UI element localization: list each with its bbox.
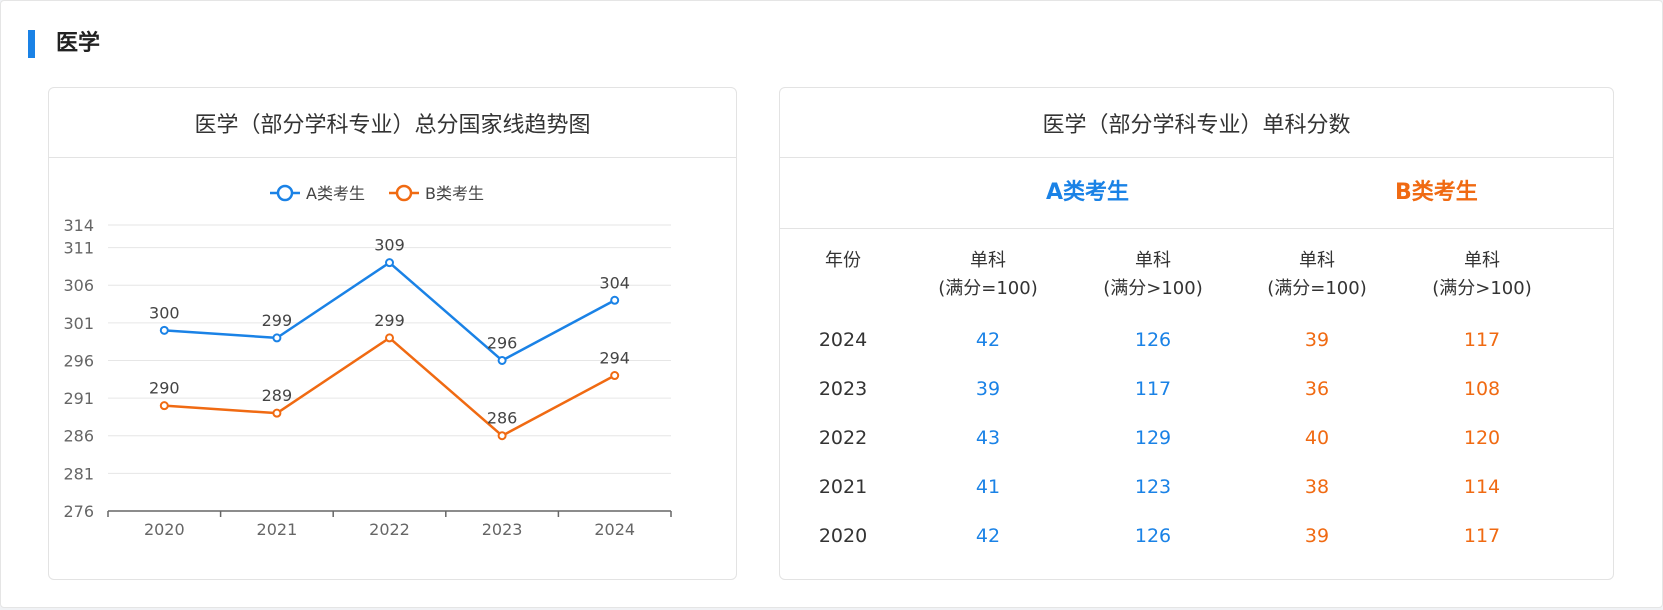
table-cell-b-over100: 114	[1463, 476, 1501, 498]
data-label: 309	[374, 236, 405, 255]
legend-marker	[276, 184, 294, 202]
column-header-a-full100: 单科 (满分=100)	[898, 247, 1078, 303]
chart-card-title: 医学（部分学科专业）总分国家线趋势图	[49, 88, 736, 158]
column-header-line2: (满分>100)	[1103, 278, 1203, 299]
table-cell-b-over100: 108	[1463, 378, 1501, 400]
data-label: 299	[374, 311, 405, 330]
group-header-row: A类考生 B类考生	[780, 158, 1613, 229]
x-tick-label: 2023	[482, 520, 523, 539]
table-cell-a-full100: 42	[975, 525, 1001, 547]
legend-label-a: A类考生	[306, 184, 365, 203]
table-cell-a-full100: 41	[975, 476, 1001, 498]
data-label: 304	[599, 273, 630, 292]
data-point	[610, 371, 620, 381]
data-point	[159, 401, 169, 411]
y-tick-label: 281	[63, 464, 94, 483]
group-a-label: A类考生	[1046, 180, 1130, 205]
table-row-year: 2024	[818, 329, 868, 351]
column-header-line1: 单科	[1299, 250, 1335, 271]
trend-line-chart: 276 281 286 291 296 301 306 311 314 2020 2021 2022 2…	[63, 184, 672, 539]
y-tick-label: 286	[63, 427, 94, 446]
y-tick-label: 291	[63, 389, 94, 408]
column-header-line1: 年份	[825, 250, 861, 271]
y-tick-label: 311	[63, 239, 94, 258]
column-header-line2: (满分=100)	[1267, 278, 1367, 299]
y-tick-label: 276	[63, 502, 94, 521]
y-tick-label: 314	[63, 216, 94, 235]
table-card-title: 医学（部分学科专业）单科分数	[780, 88, 1613, 158]
table-cell-a-full100: 43	[975, 427, 1001, 449]
x-tick-label: 2022	[369, 520, 410, 539]
table-cell-a-over100: 117	[1134, 378, 1172, 400]
y-tick-label: 306	[63, 276, 94, 295]
data-point	[272, 408, 282, 418]
table-cell-a-over100: 129	[1134, 427, 1172, 449]
x-tick-label: 2024	[594, 520, 635, 539]
column-header-b-over100: 单科 (满分>100)	[1392, 247, 1572, 303]
column-header-line2: (满分=100)	[938, 278, 1038, 299]
series-line-b	[164, 336, 616, 437]
legend-marker	[395, 184, 413, 202]
table-cell-b-over100: 117	[1463, 329, 1501, 351]
column-header-line2: (满分>100)	[1432, 278, 1532, 299]
trend-chart-card: 医学（部分学科专业）总分国家线趋势图 276 281 286 291 296 301 306…	[48, 87, 737, 580]
table-row-year: 2020	[818, 525, 868, 547]
section-accent-bar	[28, 30, 35, 58]
single-subject-card: 医学（部分学科专业）单科分数 A类考生 B类考生 年份 单科 (满分=100) 单科 (…	[779, 87, 1614, 580]
x-tick-label: 2021	[257, 520, 298, 539]
column-header-line1: 单科	[1135, 250, 1171, 271]
table-cell-b-full100: 38	[1304, 476, 1330, 498]
data-label: 290	[149, 379, 180, 398]
column-header-year: 年份	[780, 247, 933, 275]
table-cell-a-full100: 39	[975, 378, 1001, 400]
legend-label-b: B类考生	[425, 184, 484, 203]
data-point	[272, 333, 282, 343]
data-point	[610, 295, 620, 305]
table-cell-b-full100: 36	[1304, 378, 1330, 400]
table-cell-a-over100: 126	[1134, 525, 1172, 547]
table-cell-b-full100: 40	[1304, 427, 1330, 449]
column-header-line1: 单科	[1464, 250, 1500, 271]
table-cell-b-over100: 120	[1463, 427, 1501, 449]
data-label: 289	[262, 386, 293, 405]
data-label: 296	[487, 333, 518, 352]
data-point	[385, 333, 394, 343]
table-cell-b-full100: 39	[1304, 525, 1330, 547]
group-b-label: B类考生	[1395, 180, 1478, 205]
y-tick-label: 301	[63, 314, 94, 333]
table-cell-a-over100: 123	[1134, 476, 1172, 498]
table-cell-b-over100: 117	[1463, 525, 1501, 547]
y-tick-label: 296	[63, 351, 94, 370]
column-header-line1: 单科	[970, 250, 1006, 271]
column-header-b-full100: 单科 (满分=100)	[1227, 247, 1407, 303]
section-title: 医学	[56, 31, 101, 56]
data-point	[497, 355, 507, 365]
data-label: 299	[262, 311, 293, 330]
table-row-year: 2021	[818, 476, 868, 498]
table-cell-a-full100: 42	[975, 329, 1001, 351]
x-tick-label: 2020	[144, 520, 185, 539]
table-cell-b-full100: 39	[1304, 329, 1330, 351]
table-row-year: 2022	[818, 427, 868, 449]
table-cell-a-over100: 126	[1134, 329, 1172, 351]
table-row-year: 2023	[818, 378, 868, 400]
column-header-a-over100: 单科 (满分>100)	[1063, 247, 1243, 303]
data-point	[385, 258, 394, 268]
data-label: 286	[487, 409, 518, 428]
data-label: 294	[599, 349, 630, 368]
data-point	[159, 325, 169, 335]
data-point	[497, 431, 507, 441]
data-label: 300	[149, 303, 180, 322]
